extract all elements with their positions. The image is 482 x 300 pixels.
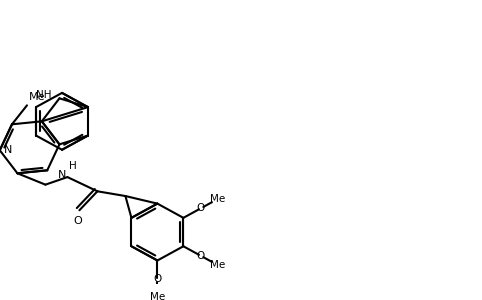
Text: H: H — [69, 161, 77, 171]
Text: NH: NH — [36, 89, 52, 100]
Text: Me: Me — [29, 92, 45, 103]
Text: O: O — [153, 274, 161, 284]
Text: Me: Me — [210, 260, 225, 270]
Text: Me: Me — [210, 194, 225, 204]
Text: N: N — [4, 145, 12, 155]
Text: O: O — [197, 203, 205, 213]
Text: Me: Me — [150, 292, 165, 300]
Text: N: N — [58, 170, 67, 180]
Text: O: O — [197, 251, 205, 261]
Text: O: O — [73, 216, 82, 226]
